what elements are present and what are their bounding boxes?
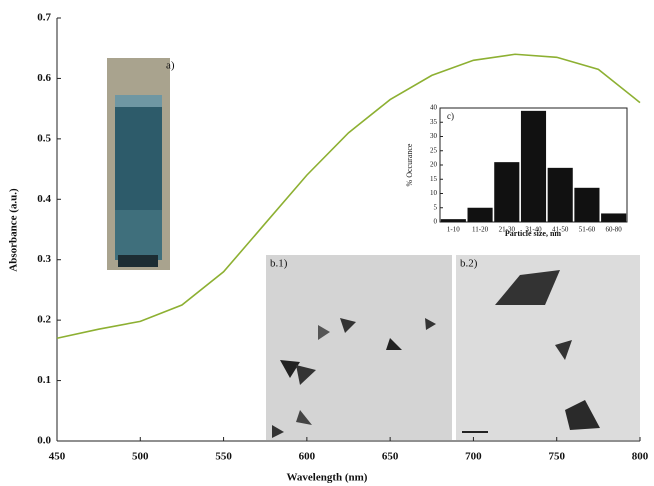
x-tick-label: 1-10	[447, 226, 460, 234]
x-tick-label: 31-40	[525, 226, 542, 234]
x-tick-label: 800	[632, 451, 649, 463]
x-tick-label: 21-30	[499, 226, 516, 234]
panel-label: b.1)	[270, 258, 288, 270]
y-tick-label: 0.0	[37, 435, 51, 447]
x-tick-label: 60-80	[605, 226, 622, 234]
x-tick-label: 450	[49, 451, 66, 463]
cuvette-photo	[107, 58, 170, 270]
y-tick-label: 0.5	[37, 132, 51, 144]
histogram-bar	[574, 187, 600, 222]
y-tick-label: 35	[430, 118, 438, 126]
x-tick-label: 750	[548, 451, 565, 463]
inset-title: c)	[447, 111, 454, 121]
histogram-bar	[520, 110, 547, 222]
x-axis-label: Wavelength (nm)	[287, 472, 368, 484]
y-axis-label: Absorbance (a.u.)	[8, 188, 20, 272]
x-tick-label: 500	[132, 451, 149, 463]
spectrum-line	[56, 53, 641, 340]
y-tick-label: 30	[430, 132, 438, 140]
y-tick-label: 5	[434, 203, 438, 211]
x-tick-label: 51-60	[579, 226, 596, 234]
panel-label: b.2)	[460, 258, 478, 270]
x-tick-label: 11-20	[472, 226, 489, 234]
y-tick-label: 10	[430, 189, 438, 197]
inset-x-label: Particle size, nm	[505, 229, 562, 238]
y-tick-label: 0.2	[37, 314, 51, 326]
y-tick-label: 20	[430, 161, 438, 169]
y-tick-label: 0.7	[37, 12, 51, 24]
y-tick-label: 0.4	[37, 193, 51, 205]
x-tick-label: 700	[465, 451, 482, 463]
inset-y-label: % Occurance	[405, 143, 414, 186]
y-tick-label: 15	[430, 175, 438, 183]
x-tick-label: 650	[382, 451, 399, 463]
histogram-bar	[440, 219, 466, 222]
x-tick-label: 41-50	[552, 226, 569, 234]
histogram-bar	[547, 167, 573, 222]
y-tick-label: 0.1	[37, 374, 51, 386]
y-tick-label: 40	[430, 104, 438, 112]
y-tick-label: 25	[430, 146, 438, 154]
y-tick-label: 0.6	[37, 72, 51, 84]
tem-photo-2	[456, 255, 640, 440]
y-tick-label: 0.3	[37, 253, 51, 265]
x-tick-label: 550	[215, 451, 232, 463]
x-tick-label: 600	[299, 451, 316, 463]
y-tick-label: 0	[434, 218, 438, 226]
histogram-bar	[467, 207, 493, 222]
panel-label: a)	[166, 60, 175, 72]
histogram-bar	[601, 213, 627, 222]
histogram-bar	[494, 162, 520, 222]
tem-photo-1	[266, 255, 452, 440]
